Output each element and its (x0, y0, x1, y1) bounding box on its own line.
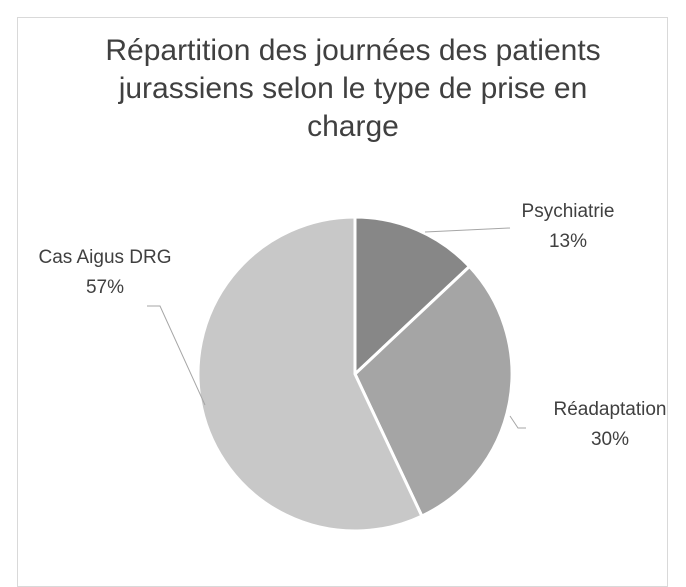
leader-line (509, 415, 526, 429)
slice-label: Cas Aigus DRG (38, 247, 171, 268)
leader-line (424, 227, 511, 233)
leader-line (147, 305, 206, 406)
pie-slice (196, 215, 424, 533)
slice-value-label: 57% (86, 277, 124, 298)
slice-label: Réadaptation (553, 399, 666, 420)
slice-label: Psychiatrie (522, 201, 615, 222)
pie-slice (353, 215, 472, 378)
slice-value-label: 30% (591, 429, 629, 450)
pie-slice (353, 264, 514, 519)
chart-title: Répartition des journées des patients ju… (105, 34, 601, 143)
slice-value-label: 13% (549, 231, 587, 252)
